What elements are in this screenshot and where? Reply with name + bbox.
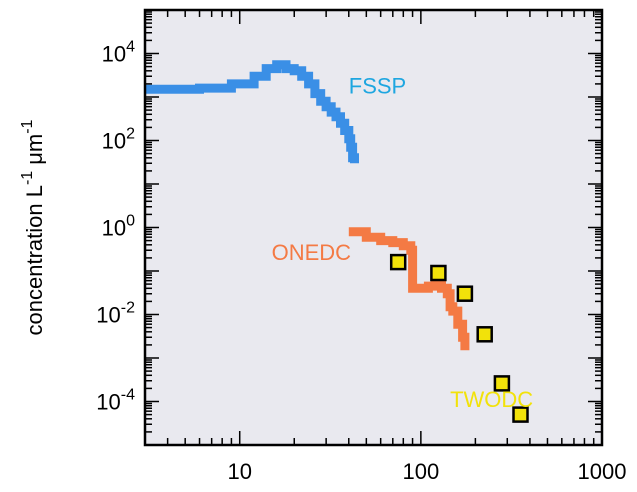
plot-area — [145, 10, 602, 445]
data-point-twodc — [493, 375, 511, 392]
y-tick-label: 10-2 — [96, 300, 135, 328]
series-onedc — [348, 227, 470, 351]
data-point-twodc — [456, 285, 474, 302]
series-twodc — [389, 253, 529, 423]
series-line-fssp — [145, 60, 359, 164]
series-label-fssp: FSSP — [349, 74, 406, 99]
series-line-onedc — [348, 227, 470, 351]
data-point-twodc — [389, 253, 407, 271]
series-label-twodc: TWODC — [450, 387, 533, 412]
y-tick-label: 100 — [102, 213, 135, 241]
y-tick-label: 104 — [102, 39, 135, 67]
y-tick-label: 10-4 — [96, 387, 135, 415]
x-tick-label: 10 — [227, 459, 251, 484]
data-point-twodc — [430, 264, 447, 282]
data-point-twodc — [476, 326, 493, 343]
y-axis-label: concentration L-1μm-1 — [19, 119, 47, 335]
x-tick-label: 1000 — [578, 459, 627, 484]
data-point-twodc — [512, 406, 529, 423]
x-tick-label: 100 — [402, 459, 439, 484]
y-tick-label: 102 — [102, 126, 135, 154]
series-label-onedc: ONEDC — [272, 240, 352, 265]
series-fssp — [145, 60, 359, 164]
